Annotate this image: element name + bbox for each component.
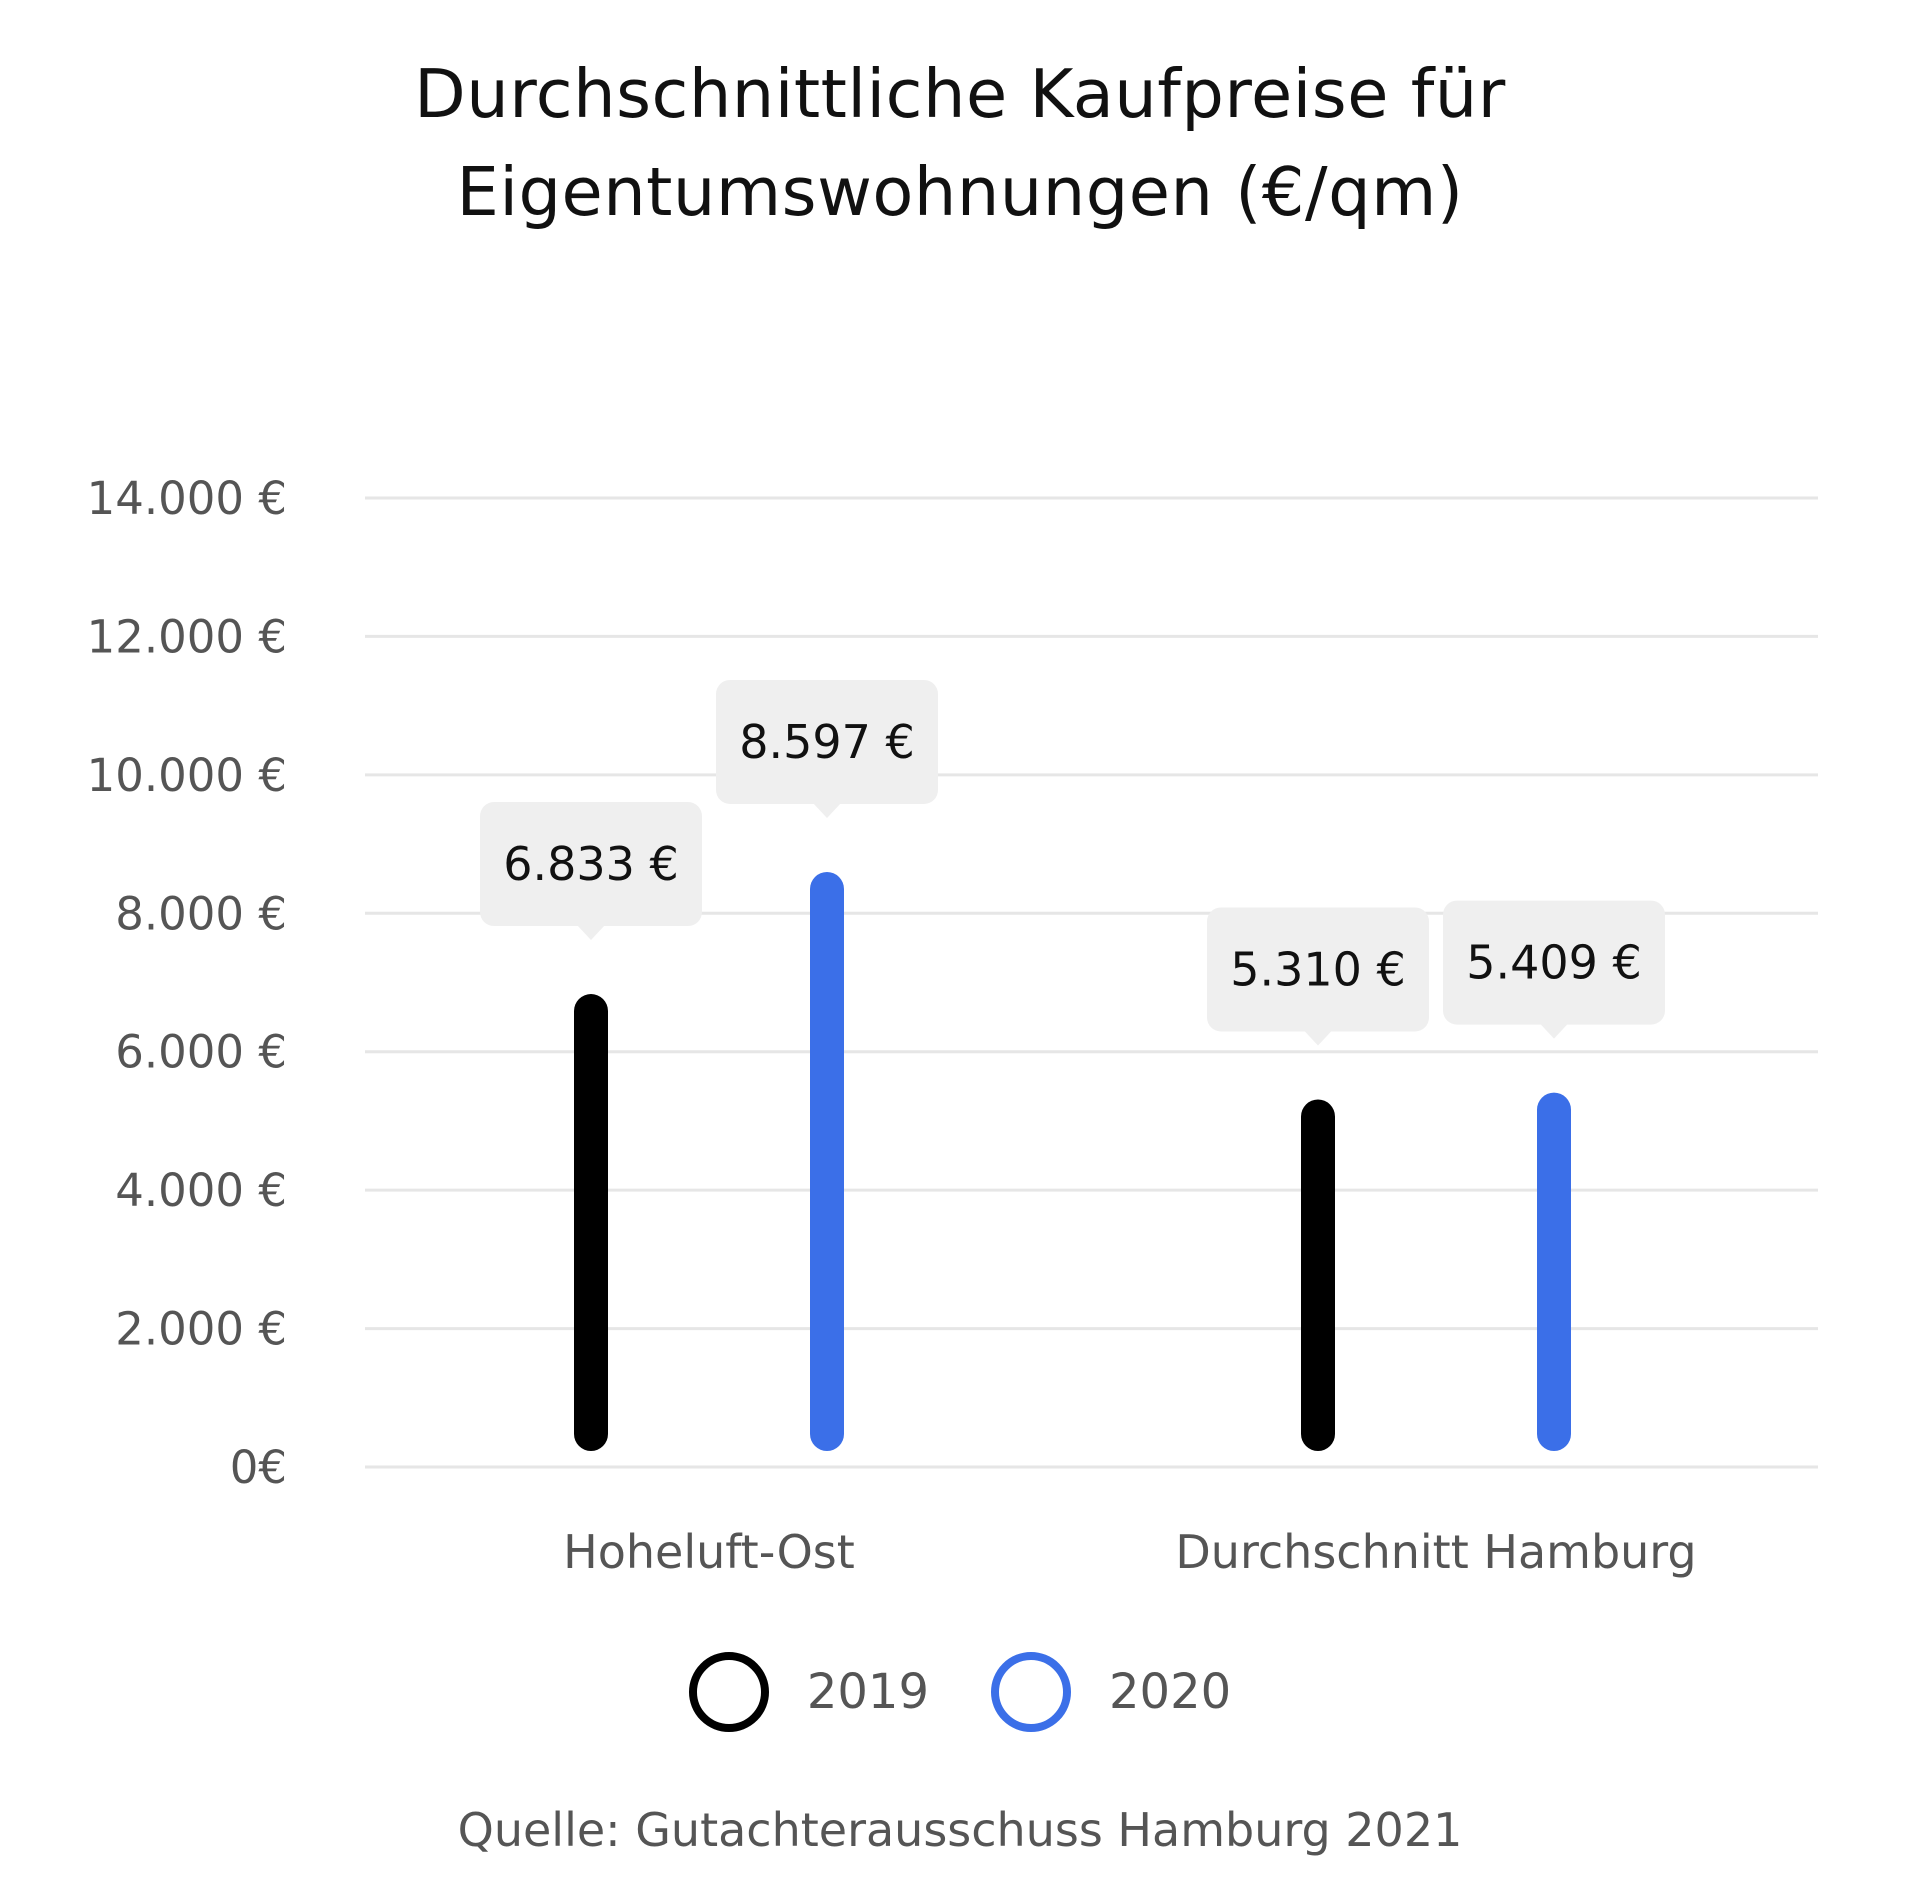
x-axis: Hoheluft-Ost Durchschnitt Hamburg xyxy=(563,1525,1696,1579)
bar-2020-1 xyxy=(1537,1092,1571,1451)
bars xyxy=(574,871,1571,1451)
chart-title-line-1: Durchschnittliche Kaufpreise für xyxy=(414,55,1506,133)
legend-item-2019[interactable]: 2019 xyxy=(688,1652,929,1732)
data-label-text: 6.833 € xyxy=(503,837,679,891)
data-label-2019-0: 6.833 € xyxy=(480,802,702,941)
legend: 2019 2020 xyxy=(0,1644,1920,1740)
data-label-text: 5.310 € xyxy=(1230,942,1406,996)
data-label-box xyxy=(480,802,702,927)
data-label-2020-1: 5.409 € xyxy=(1443,900,1665,1039)
data-label-text: 5.409 € xyxy=(1466,936,1642,990)
y-tick-label: 0€ xyxy=(230,1441,287,1494)
legend-label-2019: 2019 xyxy=(806,1664,929,1720)
y-tick-label: 14.000 € xyxy=(87,472,287,525)
data-label-2019-1: 5.310 € xyxy=(1207,907,1429,1046)
y-tick-label: 6.000 € xyxy=(115,1026,287,1079)
y-tick-label: 8.000 € xyxy=(115,887,287,940)
source-note: Quelle: Gutachterausschuss Hamburg 2021 xyxy=(457,1803,1463,1857)
data-label-2020-0: 8.597 € xyxy=(716,679,938,818)
legend-marker-2020 xyxy=(991,1652,1071,1732)
bar-2019-1 xyxy=(1301,1099,1335,1451)
x-tick-label: Durchschnitt Hamburg xyxy=(1175,1525,1696,1579)
data-label-pointer xyxy=(1304,1030,1332,1046)
y-tick-label: 2.000 € xyxy=(115,1303,287,1356)
data-label-pointer xyxy=(1540,1023,1568,1039)
x-tick-label: Hoheluft-Ost xyxy=(563,1525,855,1579)
data-label-box xyxy=(716,679,938,804)
data-label-text: 8.597 € xyxy=(739,715,915,769)
chart-title-line-2: Eigentumswohnungen (€/qm) xyxy=(456,153,1464,231)
bar-2019-0 xyxy=(574,994,608,1451)
y-tick-label: 4.000 € xyxy=(115,1164,287,1217)
data-label-box xyxy=(1443,900,1665,1025)
bar-2020-0 xyxy=(810,871,844,1451)
legend-marker-2019 xyxy=(688,1652,769,1732)
y-tick-label: 10.000 € xyxy=(87,749,287,802)
data-labels: 6.833 € 8.597 € 5.310 € 5.409 € xyxy=(480,679,1665,1046)
legend-item-2020[interactable]: 2020 xyxy=(991,1652,1231,1732)
data-label-pointer xyxy=(813,802,841,818)
y-tick-label: 12.000 € xyxy=(87,610,287,663)
y-axis: 0€ 2.000 € 4.000 € 6.000 € 8.000 € 10.000 € 12… xyxy=(87,472,287,1494)
data-label-pointer xyxy=(577,925,605,941)
legend-label-2020: 2020 xyxy=(1109,1664,1232,1720)
data-label-box xyxy=(1207,907,1429,1032)
